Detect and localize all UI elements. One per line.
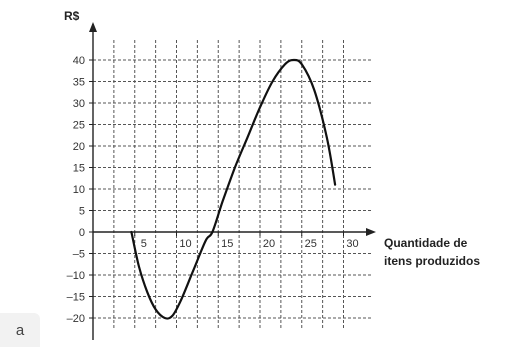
x-tick-label: 5 [141, 238, 147, 250]
series-group [130, 58, 337, 320]
y-tick-label: 0 [79, 227, 85, 239]
y-tick-label: –20 [67, 313, 85, 325]
x-axis-label-line-1: Quantidade de [384, 236, 468, 250]
y-tick-label: 25 [73, 120, 85, 132]
y-tick-labels: 40 35 30 25 20 15 10 5 0 –5 –10 –15 –20 [67, 55, 85, 325]
axes [89, 22, 376, 340]
y-axis-label: R$ [64, 9, 80, 23]
grid [93, 40, 372, 328]
x-tick-label: 25 [305, 238, 317, 250]
y-tick-label: –5 [73, 249, 85, 261]
y-tick-label: 20 [73, 141, 85, 153]
x-tick-label: 20 [263, 238, 275, 250]
y-tick-label: 30 [73, 98, 85, 110]
y-tick-label: 5 [79, 206, 85, 218]
y-tick-label: 35 [73, 77, 85, 89]
series-line [130, 58, 337, 320]
x-tick-label: 10 [179, 238, 191, 250]
y-axis-arrow [89, 22, 97, 32]
x-tick-labels: 5 10 15 20 25 30 [141, 238, 359, 250]
x-axis-label-line-2: itens produzidos [384, 254, 480, 268]
x-axis-arrow [366, 228, 376, 236]
y-tick-label: 15 [73, 163, 85, 175]
y-tick-label: 10 [73, 184, 85, 196]
y-tick-label: 40 [73, 55, 85, 67]
y-tick-label: –10 [67, 270, 85, 282]
x-tick-label: 30 [346, 238, 358, 250]
x-tick-label: 15 [221, 238, 233, 250]
y-tick-label: –15 [67, 292, 85, 304]
corner-mark: a [0, 313, 40, 347]
